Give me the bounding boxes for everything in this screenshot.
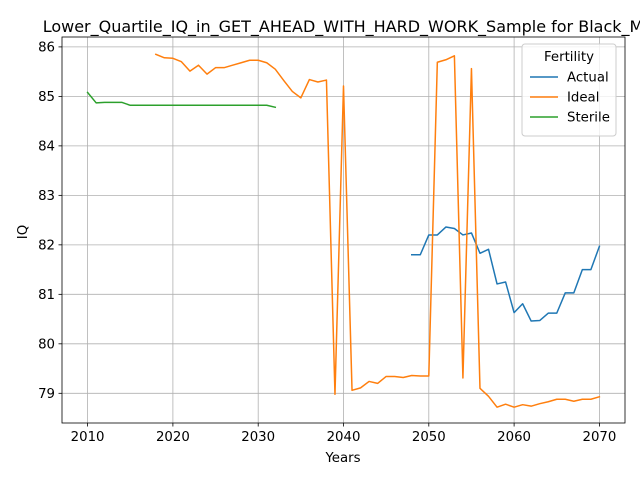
y-tick-label: 80 bbox=[38, 337, 55, 352]
y-axis-label: IQ bbox=[16, 225, 31, 239]
x-axis-label: Years bbox=[324, 451, 360, 466]
y-tick-label: 86 bbox=[38, 40, 55, 55]
y-tick-label: 83 bbox=[38, 189, 55, 204]
chart-title: Lower_Quartile_IQ_in_GET_AHEAD_WITH_HARD… bbox=[43, 17, 640, 37]
x-tick-label: 2040 bbox=[327, 430, 361, 445]
y-tick-label: 85 bbox=[38, 90, 55, 105]
x-tick-label: 2020 bbox=[156, 430, 190, 445]
legend-label: Ideal bbox=[567, 91, 599, 106]
y-tick-label: 82 bbox=[38, 238, 55, 253]
legend-title: Fertility bbox=[544, 50, 594, 65]
y-tick-label: 81 bbox=[38, 288, 55, 303]
legend-label: Actual bbox=[567, 71, 609, 86]
legend: Fertility Actual Ideal Sterile bbox=[522, 44, 616, 136]
x-tick-label: 2070 bbox=[582, 430, 616, 445]
y-tick-label: 84 bbox=[38, 139, 55, 154]
x-tick-label: 2050 bbox=[412, 430, 446, 445]
y-tick-label: 79 bbox=[38, 387, 55, 402]
x-tick-label: 2060 bbox=[497, 430, 531, 445]
legend-label: Sterile bbox=[567, 111, 610, 126]
x-tick-label: 2010 bbox=[71, 430, 105, 445]
x-tick-label: 2030 bbox=[241, 430, 275, 445]
